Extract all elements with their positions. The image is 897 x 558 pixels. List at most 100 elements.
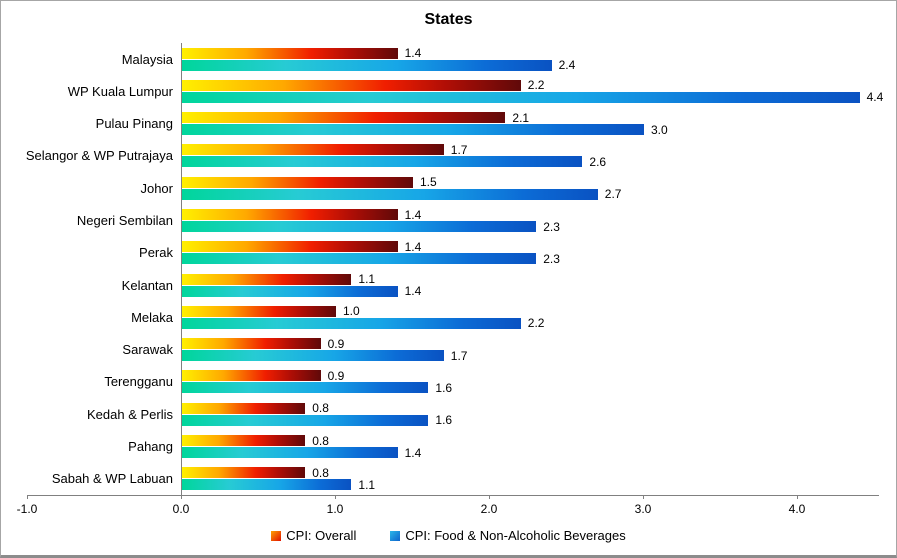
bar-cpi-overall (182, 176, 413, 188)
value-label: 0.9 (327, 336, 345, 351)
category-label: Malaysia (121, 51, 173, 67)
bar-line: 1.7 (182, 348, 468, 363)
bar-line: 2.2 (182, 78, 545, 93)
value-label: 1.0 (343, 304, 360, 319)
axis-tick (489, 495, 490, 499)
bar-line: 1.6 (182, 413, 452, 427)
bar-row: Pahang 0.8 1.4 (27, 430, 879, 462)
bar-line: 1.4 (182, 239, 422, 254)
bar-row: Sarawak 0.9 1.7 (27, 334, 879, 366)
legend-swatch-overall-icon (271, 530, 282, 541)
category-label: Sabah & WP Labuan (51, 471, 173, 487)
value-label: 1.4 (404, 284, 422, 299)
category-label: Perak (139, 245, 173, 261)
category-label: Terengganu (104, 374, 173, 390)
bar-row: Malaysia 1.4 2.4 (27, 43, 879, 75)
plot-area: -1.0 0.0 1.0 2.0 3.0 4.0 Malaysia 1.4 2.4 WP Kua… (17, 43, 883, 516)
bar-line: 1.1 (182, 272, 375, 286)
bar-cpi-food (182, 317, 521, 329)
value-label: 1.4 (404, 445, 422, 460)
value-label: 2.3 (543, 251, 560, 266)
axis-tick-label: -1.0 (16, 502, 38, 516)
value-label: 1.5 (420, 175, 437, 190)
bar-line: 1.0 (182, 304, 360, 319)
value-label: 2.6 (589, 154, 607, 169)
bar-line: 2.6 (182, 154, 607, 169)
bar-line: 1.4 (182, 284, 422, 299)
bar-cpi-overall (182, 79, 521, 91)
value-label: 4.4 (866, 90, 884, 105)
value-label: 2.7 (604, 187, 622, 202)
value-label: 1.7 (450, 142, 468, 157)
bar-line: 0.8 (182, 434, 329, 448)
category-label: Negeri Sembilan (76, 213, 173, 229)
bar-cpi-overall (182, 435, 306, 447)
value-label: 2.1 (512, 110, 530, 125)
axis-tick-label: 0.0 (172, 502, 190, 516)
bar-row: Terengganu 0.9 1.6 (27, 366, 879, 398)
bar-cpi-food (182, 414, 429, 426)
category-label: Johor (140, 180, 173, 196)
category-label: WP Kuala Lumpur (67, 83, 173, 99)
bar-cpi-overall (182, 305, 336, 317)
bar-cpi-food (182, 124, 644, 136)
bar-line: 3.0 (182, 123, 668, 137)
axis-tick-label: 1.0 (326, 502, 344, 516)
bar-cpi-overall (182, 112, 506, 124)
axis-tick-label: 3.0 (634, 502, 652, 516)
bar-row: Negeri Sembilan 1.4 2.3 (27, 204, 879, 236)
category-label: Kedah & Perlis (87, 406, 173, 422)
value-axis-line (27, 495, 879, 496)
bar-line: 2.2 (182, 316, 544, 330)
bar-cpi-overall (182, 402, 306, 414)
bar-cpi-overall (182, 338, 321, 350)
bar-row: Selangor & WP Putrajaya 1.7 2.6 (26, 140, 879, 172)
bar-cpi-food (182, 59, 552, 71)
value-label: 1.4 (404, 46, 422, 61)
category-label: Sarawak (122, 342, 173, 358)
bar-cpi-food (182, 156, 583, 168)
axis-tick (643, 495, 644, 499)
bar-row: Kelantan 1.1 1.4 (27, 269, 879, 301)
chart-title: States (424, 11, 473, 28)
bar-line: 2.4 (182, 58, 575, 72)
value-label: 1.4 (404, 207, 422, 222)
legend-label-overall: CPI: Overall (286, 528, 357, 543)
value-label: 1.7 (450, 348, 468, 363)
value-label: 0.8 (312, 465, 329, 480)
bar-row: Perak 1.4 2.3 (27, 237, 879, 269)
bar-row: Johor 1.5 2.7 (27, 172, 879, 204)
bar-line: 1.7 (182, 142, 468, 157)
bar-line: 4.4 (182, 90, 884, 105)
category-axis-line (181, 43, 182, 495)
axis-tick (797, 495, 798, 499)
bar-line: 1.4 (182, 46, 422, 61)
bar-cpi-food (182, 350, 444, 362)
bar-line: 2.3 (182, 220, 560, 234)
bar-line: 1.6 (182, 380, 453, 395)
category-label: Pulau Pinang (95, 116, 173, 132)
bar-line: 0.8 (182, 401, 329, 416)
bar-cpi-food (182, 253, 537, 265)
bar-row: Melaka 1.0 2.2 (27, 301, 879, 333)
bar-line: 1.4 (182, 445, 422, 460)
value-label: 1.4 (404, 239, 422, 254)
bar-line: 1.4 (182, 207, 422, 222)
bar-cpi-food (182, 447, 398, 459)
legend-swatch-food-icon (390, 530, 401, 541)
bar-cpi-food (182, 91, 860, 103)
bar-row: Pulau Pinang 2.1 3.0 (27, 108, 879, 140)
bar-cpi-food (182, 382, 429, 394)
value-label: 1.6 (435, 380, 453, 395)
bar-line: 1.5 (182, 175, 437, 190)
bar-line: 0.9 (182, 336, 345, 351)
legend-label-food: CPI: Food & Non-Alcoholic Beverages (405, 528, 626, 543)
bar-line: 2.1 (182, 110, 530, 125)
axis-tick-label: 4.0 (788, 502, 806, 516)
value-label: 0.8 (312, 401, 329, 416)
value-label: 2.2 (527, 78, 545, 93)
bar-row: Sabah & WP Labuan 0.8 1.1 (27, 463, 879, 495)
category-label: Kelantan (121, 277, 173, 293)
bar-cpi-food (182, 221, 537, 233)
